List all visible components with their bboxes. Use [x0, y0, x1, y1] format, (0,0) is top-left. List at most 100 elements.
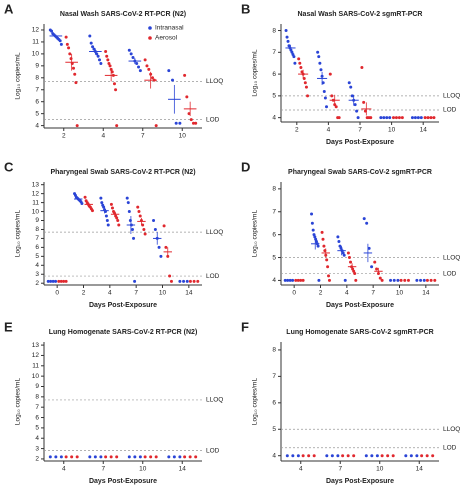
data-point — [128, 219, 132, 223]
data-point — [350, 94, 354, 98]
data-point — [49, 279, 53, 283]
data-point — [319, 68, 323, 72]
data-point — [318, 61, 322, 65]
y-tick-label: 7 — [272, 373, 276, 380]
y-tick-label: 8 — [35, 226, 39, 233]
data-point — [294, 278, 298, 282]
data-point — [423, 116, 427, 120]
reference-label: LOD — [206, 447, 220, 454]
data-point — [342, 253, 346, 257]
data-point — [185, 95, 189, 99]
data-point — [68, 52, 72, 56]
y-tick-label: 4 — [272, 277, 276, 284]
data-point — [64, 279, 68, 283]
y-tick-label: 12 — [32, 352, 40, 359]
data-point — [399, 278, 403, 282]
data-point — [106, 223, 110, 227]
data-point — [133, 455, 137, 459]
y-tick-label: 6 — [35, 98, 39, 105]
data-point — [116, 219, 120, 223]
y-tick-label: 11 — [32, 39, 39, 46]
y-tick-label: 10 — [32, 373, 40, 380]
data-point — [75, 124, 79, 128]
x-tick-label: 14 — [179, 466, 187, 473]
data-point — [312, 233, 316, 237]
data-point — [322, 90, 326, 94]
data-point — [149, 455, 153, 459]
data-point — [316, 244, 320, 248]
x-axis-label: Days Post-Exposure — [326, 139, 394, 146]
data-point — [391, 116, 395, 120]
data-point — [71, 66, 75, 70]
data-point — [152, 219, 156, 223]
data-point — [322, 244, 326, 248]
y-tick-label: 8 — [35, 394, 39, 401]
data-point — [380, 454, 384, 458]
data-point — [396, 278, 400, 282]
panel-letter: F — [241, 319, 249, 334]
reference-label: LLOQ — [206, 229, 223, 236]
data-point — [354, 278, 358, 282]
data-point — [127, 210, 131, 214]
data-point — [299, 66, 303, 70]
panel-title: Pharyngeal Swab SARS-CoV-2 RT-PCR (N2) — [50, 169, 195, 176]
data-point — [313, 235, 317, 239]
y-tick-label: 7 — [272, 49, 276, 56]
y-tick-label: 4 — [272, 114, 276, 121]
x-tick-label: 4 — [299, 466, 303, 473]
y-tick-label: 12 — [32, 190, 40, 197]
x-tick-label: 7 — [141, 133, 145, 140]
data-point — [353, 103, 357, 107]
y-tick-label: 4 — [272, 452, 276, 459]
data-point — [189, 118, 193, 122]
data-point — [143, 455, 147, 459]
data-point — [74, 81, 78, 85]
data-point — [169, 279, 173, 283]
data-point — [389, 278, 393, 282]
data-point — [415, 454, 419, 458]
reference-label: LOD — [443, 444, 457, 451]
x-tick-label: 10 — [139, 466, 147, 473]
data-point — [325, 105, 329, 109]
x-tick-label: 7 — [338, 466, 342, 473]
panel-letter: D — [241, 159, 250, 174]
data-point — [132, 236, 136, 240]
data-point — [115, 124, 119, 128]
data-point — [46, 279, 50, 283]
data-point — [188, 279, 192, 283]
x-tick-label: 10 — [376, 466, 384, 473]
data-point — [108, 64, 112, 68]
data-point — [192, 279, 196, 283]
x-axis-label: Days Post-Exposure — [326, 478, 394, 485]
data-point — [355, 109, 359, 113]
data-point — [378, 276, 382, 280]
y-tick-label: 7 — [272, 208, 276, 215]
data-point — [159, 254, 163, 258]
y-tick-label: 2 — [35, 456, 39, 463]
data-point — [360, 66, 364, 70]
data-point — [100, 201, 104, 205]
data-point — [96, 54, 100, 58]
data-point — [349, 260, 353, 264]
data-point — [183, 73, 187, 77]
data-point — [406, 278, 410, 282]
data-point — [283, 278, 287, 282]
data-point — [426, 116, 430, 120]
data-point — [88, 455, 92, 459]
x-tick-label: 4 — [108, 290, 112, 297]
y-tick-label: 2 — [35, 280, 39, 287]
data-point — [337, 240, 341, 244]
data-point — [107, 61, 111, 65]
data-point — [397, 116, 401, 120]
data-point — [99, 196, 103, 200]
x-axis-label: Days Post-Exposure — [89, 302, 157, 309]
data-point — [95, 52, 99, 56]
y-tick-label: 9 — [35, 383, 39, 390]
data-point — [129, 52, 133, 56]
data-point — [392, 278, 396, 282]
data-point — [286, 39, 290, 43]
panel-letter: E — [4, 319, 13, 334]
data-point — [183, 455, 187, 459]
legend-marker — [148, 26, 152, 30]
data-point — [385, 116, 389, 120]
